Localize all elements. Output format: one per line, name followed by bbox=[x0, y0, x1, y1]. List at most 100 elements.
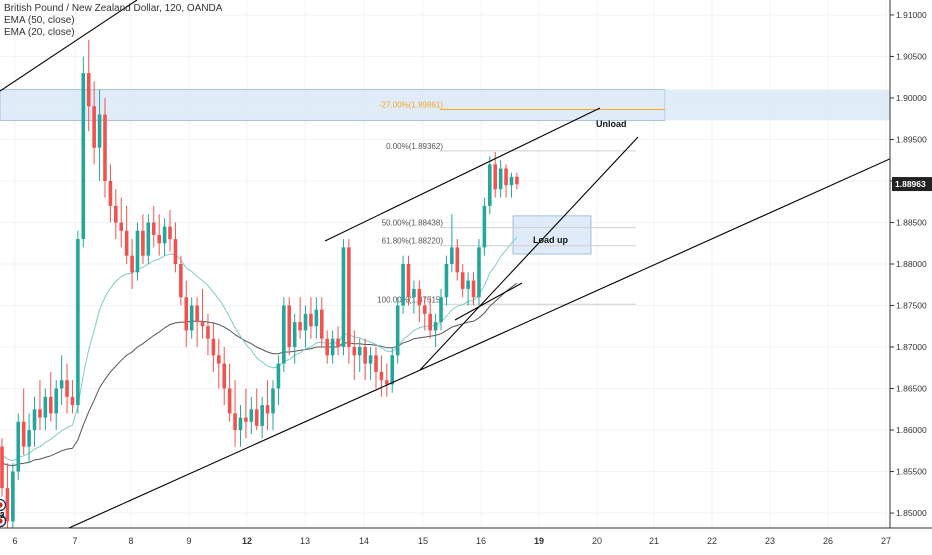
candle-down bbox=[157, 234, 161, 244]
candle-up bbox=[357, 347, 362, 356]
candle-up bbox=[27, 430, 31, 447]
candle-down bbox=[5, 488, 10, 522]
candle-down bbox=[108, 180, 113, 206]
price-axis[interactable]: 1.910001.905001.900001.895001.890001.885… bbox=[889, 0, 932, 550]
price-tick-label: 1.87000 bbox=[896, 342, 927, 352]
candle-down bbox=[195, 305, 199, 323]
candle-down bbox=[92, 106, 96, 148]
candle-up bbox=[282, 305, 286, 364]
candle-up bbox=[390, 355, 395, 385]
price-tick-label: 1.88000 bbox=[896, 259, 927, 269]
price-tick-label: 1.85000 bbox=[896, 508, 927, 518]
time-axis-bg bbox=[0, 528, 932, 550]
candle-down bbox=[363, 347, 367, 364]
candle-down bbox=[422, 305, 427, 314]
candle-down bbox=[184, 297, 189, 331]
candle-down bbox=[493, 164, 498, 190]
candle-down bbox=[141, 230, 145, 256]
event-count: 2 bbox=[0, 511, 5, 520]
fib-label: 50.00%(1.88438) bbox=[382, 219, 444, 228]
last-price-badge bbox=[892, 177, 932, 192]
candle-up bbox=[260, 405, 264, 426]
candle-down bbox=[265, 405, 270, 414]
candle-up bbox=[330, 338, 335, 356]
time-axis[interactable]: 6 7 8 9 12 13 14 15 16 19 20 21 22 23 26 27 bbox=[0, 527, 932, 550]
candle-down bbox=[298, 322, 302, 331]
candle-down bbox=[406, 264, 411, 298]
unload-zone bbox=[0, 89, 666, 121]
candle-up bbox=[59, 380, 64, 389]
fib-label: 100.00%(1.87515) bbox=[377, 295, 443, 304]
candle-up bbox=[54, 388, 58, 414]
candle-up bbox=[477, 247, 481, 298]
candles-layer bbox=[0, 39, 519, 530]
candle-up bbox=[303, 313, 308, 331]
trendline bbox=[59, 156, 895, 533]
fib-label: 61.80%(1.88220) bbox=[382, 237, 444, 246]
candle-down bbox=[222, 363, 227, 389]
fib-layer: -27.00%(1.89861) 0.00%(1.89362) 50.00%(1.8… bbox=[377, 101, 665, 305]
candle-down bbox=[319, 309, 324, 339]
candle-up bbox=[401, 264, 405, 306]
candle-down bbox=[151, 222, 156, 235]
candle-down bbox=[471, 280, 476, 298]
load-up-label: Load up bbox=[533, 235, 568, 245]
candle-up bbox=[16, 421, 21, 472]
candle-up bbox=[146, 222, 151, 256]
candle-down bbox=[244, 417, 248, 422]
candle-down bbox=[168, 226, 172, 240]
time-tick-label: 13 bbox=[300, 536, 310, 546]
last-price-label: 1.88963 bbox=[895, 179, 926, 189]
candle-up bbox=[276, 363, 281, 389]
candle-down bbox=[173, 239, 178, 264]
candle-up bbox=[97, 114, 102, 148]
candle-up bbox=[450, 247, 454, 264]
price-tick-label: 1.89500 bbox=[896, 134, 927, 144]
price-tick-label: 1.87500 bbox=[896, 301, 927, 311]
candle-up bbox=[498, 168, 503, 190]
candle-down bbox=[206, 326, 210, 339]
ema20-legend: EMA (20, close) bbox=[4, 27, 75, 38]
candle-up bbox=[341, 247, 346, 348]
candle-down bbox=[70, 396, 75, 406]
unload-label: Unload bbox=[596, 119, 627, 129]
price-tick-label: 1.86500 bbox=[896, 384, 927, 394]
candle-down bbox=[124, 230, 129, 256]
unload-zone-extension bbox=[665, 89, 890, 121]
candle-down bbox=[460, 272, 465, 289]
load-up-zone bbox=[512, 215, 592, 255]
candle-up bbox=[488, 164, 492, 206]
time-tick-label: 21 bbox=[649, 536, 659, 546]
uk-flag-icon-center bbox=[0, 502, 3, 508]
price-tick-label: 1.85500 bbox=[896, 467, 927, 477]
candle-down bbox=[48, 396, 53, 414]
candle-down bbox=[309, 313, 313, 327]
time-tick-label: 27 bbox=[881, 536, 891, 546]
candle-up bbox=[509, 176, 514, 186]
candle-down bbox=[217, 355, 221, 364]
candle-up bbox=[162, 226, 167, 244]
trendline bbox=[454, 282, 523, 321]
candle-down bbox=[21, 421, 26, 447]
candle-down bbox=[130, 255, 134, 273]
candle-up bbox=[466, 280, 470, 289]
uk-flag-icon[interactable] bbox=[0, 498, 7, 512]
time-tick-label: 15 bbox=[418, 536, 428, 546]
price-tick-label: 1.90000 bbox=[896, 93, 927, 103]
candle-down bbox=[504, 168, 508, 186]
price-tick-label: 1.88500 bbox=[896, 217, 927, 227]
price-axis-bg bbox=[890, 0, 932, 550]
time-tick-label: 19 bbox=[534, 536, 544, 546]
candle-up bbox=[11, 471, 15, 522]
candle-down bbox=[103, 114, 107, 181]
globe-flag-icon[interactable] bbox=[0, 514, 7, 528]
globe-flag-icon-center bbox=[0, 518, 3, 524]
time-tick-label: 12 bbox=[242, 536, 252, 546]
candle-up bbox=[482, 205, 487, 248]
candle-down bbox=[86, 73, 91, 107]
candle-down bbox=[347, 247, 351, 348]
candle-down bbox=[114, 205, 118, 223]
